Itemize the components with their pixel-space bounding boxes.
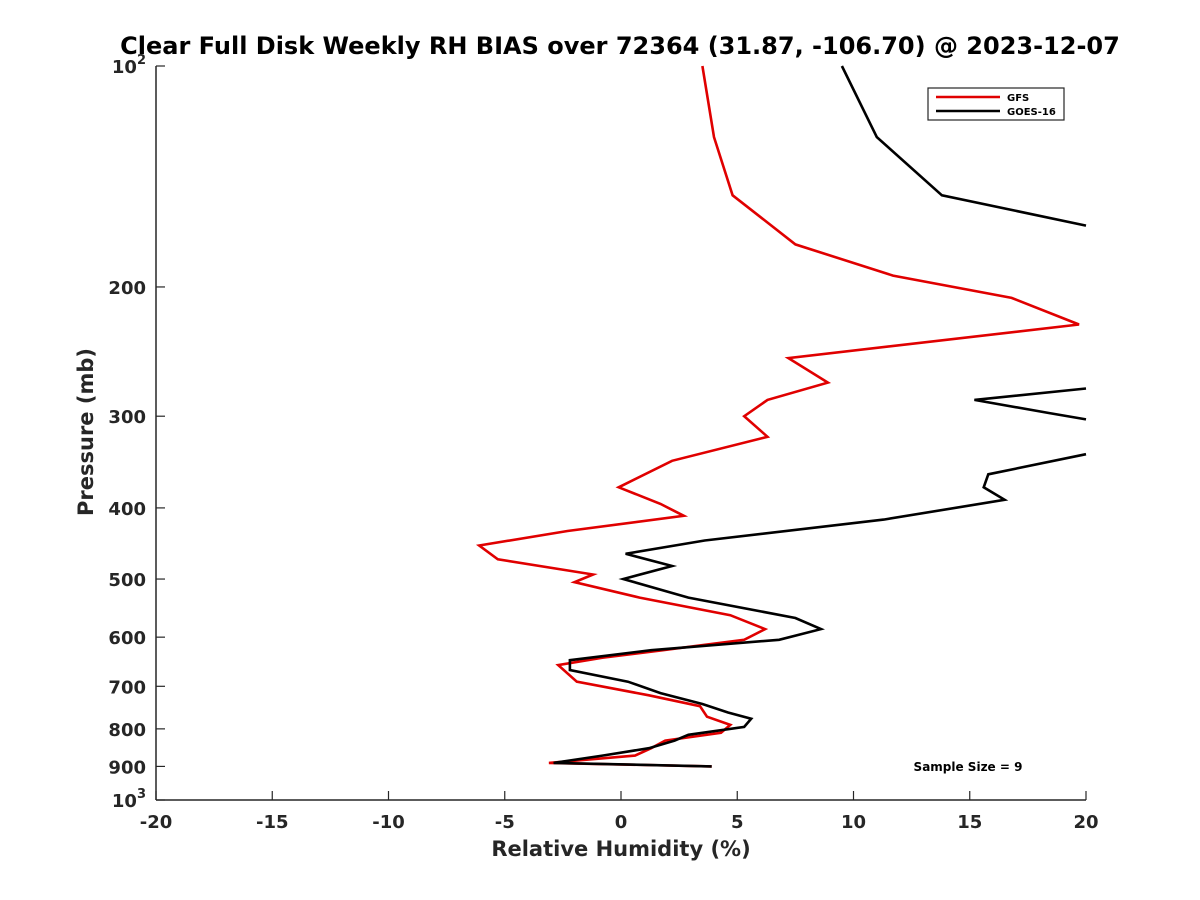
x-tick-label: 0 — [615, 812, 628, 833]
x-tick-label: 10 — [841, 812, 866, 833]
series-line-gfs — [475, 65, 1080, 768]
legend-label: GFS — [1007, 93, 1029, 104]
x-tick-label: -10 — [372, 812, 405, 833]
y-tick-label: 200 — [108, 278, 146, 299]
y-tick-label: 103 — [112, 787, 146, 812]
y-tick-label: 900 — [108, 757, 146, 778]
y-tick-label: 102 — [112, 53, 146, 78]
x-tick-label: 15 — [957, 812, 982, 833]
y-tick-label: 400 — [108, 499, 146, 520]
chart-title: Clear Full Disk Weekly RH BIAS over 7236… — [120, 32, 1120, 60]
series-layer — [475, 65, 1087, 768]
x-tick-label: -15 — [256, 812, 289, 833]
y-tick-label: 500 — [108, 570, 146, 591]
legend-box — [927, 87, 1065, 121]
x-tick-label: -5 — [495, 812, 515, 833]
legend-label: GOES-16 — [1007, 107, 1056, 118]
series-line-goes-16 — [553, 65, 1087, 768]
y-tick-label: 300 — [108, 407, 146, 428]
y-tick-label: 600 — [108, 628, 146, 649]
plot-axes: -20 -15 -10 -5 0 5 10 15 20 102 200 300 400 500 600 700… — [108, 53, 1098, 833]
y-axis-label: Pressure (mb) — [74, 348, 98, 516]
x-tick-label: 5 — [731, 812, 744, 833]
legend: GFS GOES-16 — [927, 87, 1065, 121]
sample-size-annotation: Sample Size = 9 — [914, 760, 1023, 774]
y-tick-label: 700 — [108, 677, 146, 698]
x-axis-label: Relative Humidity (%) — [491, 837, 750, 861]
y-tick-label: 800 — [108, 720, 146, 741]
x-tick-label: -20 — [140, 812, 173, 833]
x-tick-label: 20 — [1073, 812, 1098, 833]
